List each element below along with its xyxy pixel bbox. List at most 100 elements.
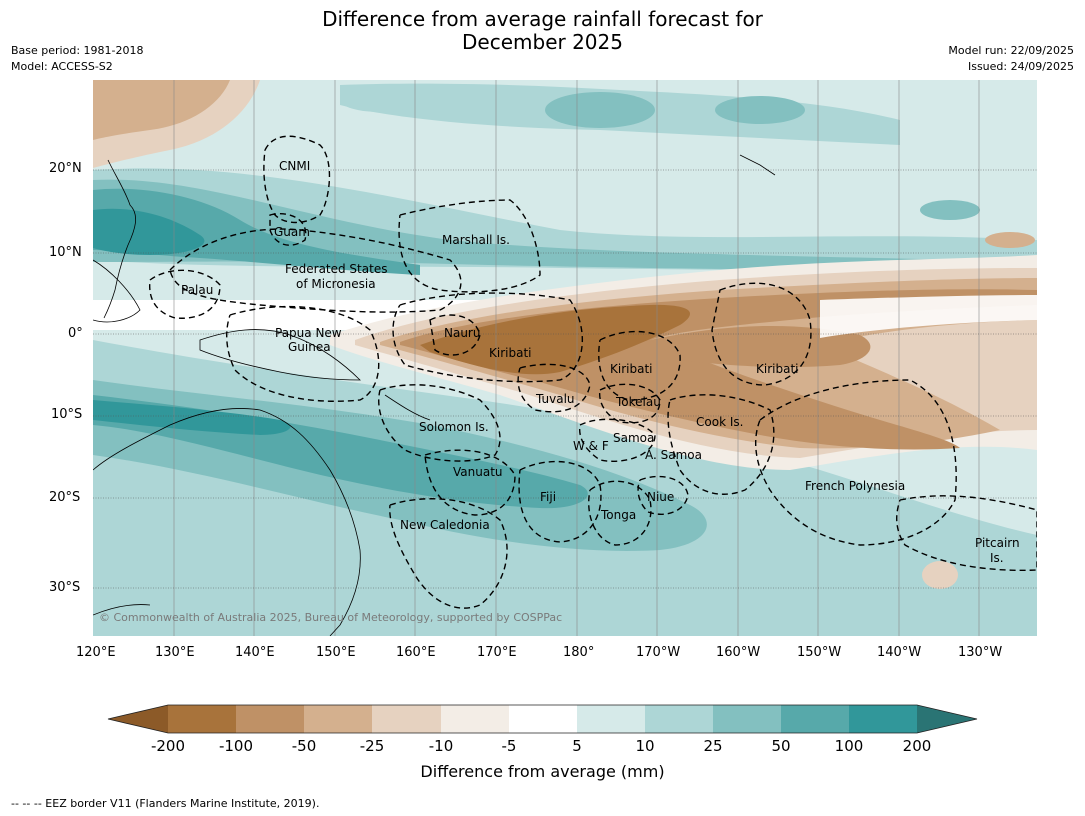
- eez-tonga: [588, 480, 652, 546]
- label-samoa: Samoa: [613, 431, 654, 445]
- y-tick: 30°S: [49, 580, 81, 595]
- x-tick: 140°W: [877, 645, 922, 660]
- wet-blob: [340, 88, 420, 112]
- wet-blob: [920, 200, 980, 220]
- philippines-coast: [103, 159, 137, 319]
- eez-tuvalu: [517, 363, 591, 413]
- label-frpoly: French Polynesia: [805, 479, 905, 493]
- colorbar-tick: 100: [834, 737, 864, 755]
- eez-palau: [148, 269, 221, 319]
- eez-borders: [148, 135, 1037, 609]
- borneo-coast: [93, 259, 141, 323]
- eez-fsm: [169, 228, 462, 313]
- meta-right: Model run: 22/09/2025 Issued: 24/09/2025: [948, 43, 1074, 75]
- colorbar-tick: 200: [902, 737, 932, 755]
- base-period: Base period: 1981-2018: [11, 44, 144, 57]
- x-tick: 130°E: [155, 645, 195, 660]
- eez-frpoly: [755, 379, 957, 546]
- label-pitcairn-1: Pitcairn: [975, 536, 1020, 550]
- label-tonga: Tonga: [600, 508, 636, 522]
- wet-band-north-2: [93, 179, 1037, 272]
- label-marshall: Marshall Is.: [442, 233, 510, 247]
- label-palau: Palau: [181, 283, 213, 297]
- title-line-1: Difference from average rainfall forecas…: [322, 7, 763, 31]
- title-line-2: December 2025: [462, 30, 623, 54]
- y-tick: 20°N: [49, 161, 82, 176]
- colorbar-swatch: [236, 705, 304, 733]
- eez-pitcairn: [896, 495, 1037, 572]
- meta-left: Base period: 1981-2018 Model: ACCESS-S2: [11, 43, 143, 75]
- colorbar-tick: -50: [291, 737, 317, 755]
- label-niue: Niue: [647, 490, 674, 504]
- label-png-1: Papua New: [275, 326, 342, 340]
- model-run: Model run: 22/09/2025: [948, 44, 1074, 57]
- label-vanuatu: Vanuatu: [453, 465, 503, 479]
- x-tick: 160°E: [396, 645, 436, 660]
- eez-cnmi: [263, 135, 331, 224]
- colorbar-tick: -100: [218, 737, 254, 755]
- x-tick: 170°E: [477, 645, 517, 660]
- label-wf: W & F: [573, 439, 609, 453]
- colorbar-tick: 5: [572, 737, 582, 755]
- australia-coast: [93, 407, 361, 636]
- eez-fiji: [518, 460, 602, 543]
- hawaii-coast: [739, 154, 776, 176]
- eez-cook: [667, 394, 775, 495]
- x-tick: 160°W: [716, 645, 761, 660]
- x-tick: 180°: [563, 645, 595, 660]
- colorbar-swatch: [108, 705, 168, 733]
- dry-blob: [985, 232, 1035, 248]
- label-kiribati-3: Kiribati: [756, 362, 798, 376]
- colorbar-tick: 10: [635, 737, 655, 755]
- x-tick: 120°E: [76, 645, 116, 660]
- dry-blob: [922, 561, 958, 589]
- colorbar-swatch: [441, 705, 509, 733]
- label-png-2: Guinea: [288, 340, 331, 354]
- label-nauru: Nauru: [444, 326, 480, 340]
- new-guinea-coast: [199, 329, 361, 381]
- eez-png: [226, 305, 380, 402]
- x-tick: 170°W: [636, 645, 681, 660]
- x-tick: 150°E: [316, 645, 356, 660]
- neutral-corridor: [820, 295, 1037, 338]
- wet-blob: [715, 96, 805, 124]
- region-labels: CNMI Guam Marshall Is. Federated States …: [181, 159, 1020, 565]
- eez-newcal: [389, 498, 508, 609]
- colorbar-tick: -10: [428, 737, 454, 755]
- label-cook: Cook Is.: [696, 415, 743, 429]
- nz-coast: [93, 604, 151, 616]
- colorbar-swatch: [168, 705, 236, 733]
- colorbar-tick: 25: [703, 737, 723, 755]
- label-cnmi: CNMI: [279, 159, 310, 173]
- y-tick: 10°S: [51, 407, 83, 422]
- y-tick: 0°: [68, 326, 83, 341]
- label-tokelau: Tokelau: [615, 395, 661, 409]
- eez-nauru: [429, 314, 481, 356]
- coastlines: [93, 154, 776, 636]
- wet-core-south-2: [93, 400, 291, 435]
- map-field: [93, 80, 1037, 636]
- eez-samoa: [578, 418, 656, 462]
- colorbar-swatch: [577, 705, 645, 733]
- label-kiribati-1: Kiribati: [489, 346, 531, 360]
- dry-tongue-5: [420, 304, 690, 375]
- colorbar-swatch: [781, 705, 849, 733]
- issued-date: Issued: 24/09/2025: [967, 60, 1074, 73]
- colorbar-swatch: [713, 705, 781, 733]
- label-fiji: Fiji: [540, 490, 556, 504]
- eez-kiribati-w: [392, 292, 583, 383]
- colorbar-tick: -5: [501, 737, 517, 755]
- dry-northwest-2: [93, 80, 230, 140]
- eez-kiribati-c: [598, 330, 681, 401]
- y-tick: 20°S: [49, 490, 81, 505]
- label-solomon: Solomon Is.: [419, 420, 489, 434]
- colorbar-title: Difference from average (mm): [420, 762, 665, 781]
- solomons-coast: [384, 394, 431, 421]
- eez-niue: [637, 475, 689, 515]
- dry-east-patch: [650, 325, 871, 368]
- colorbar-tick: -25: [359, 737, 385, 755]
- colorbar-swatch: [509, 705, 577, 733]
- label-guam: Guam: [274, 225, 310, 239]
- y-tick: 10°N: [49, 245, 82, 260]
